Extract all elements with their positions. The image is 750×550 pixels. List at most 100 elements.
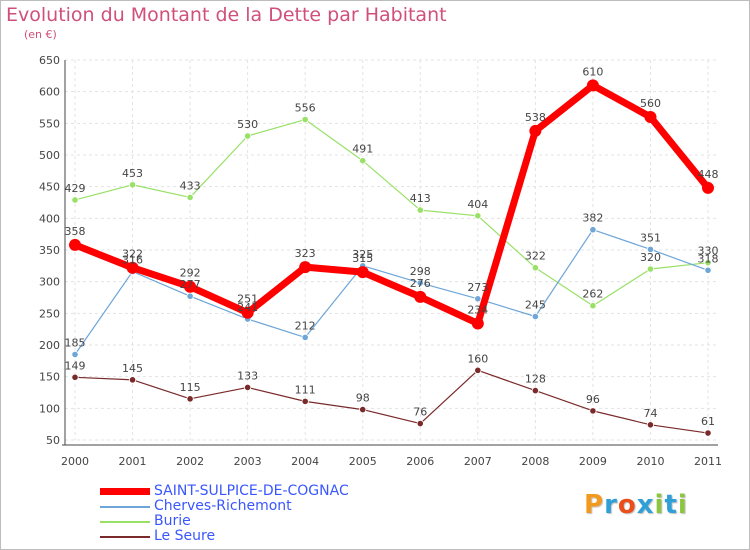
data-label: 241 xyxy=(237,301,258,314)
data-label: 298 xyxy=(410,265,431,278)
data-label: 358 xyxy=(65,225,86,238)
data-label: 96 xyxy=(586,393,600,406)
y-tick-label: 350 xyxy=(39,244,60,257)
grid xyxy=(65,59,718,441)
data-label: 330 xyxy=(698,245,719,258)
data-label: 76 xyxy=(413,406,427,419)
data-label: 318 xyxy=(698,252,719,265)
legend-label: SAINT-SULPICE-DE-COGNAC xyxy=(154,483,349,499)
data-point xyxy=(126,261,139,274)
data-point xyxy=(186,292,194,300)
data-point xyxy=(128,181,137,189)
data-label: 115 xyxy=(180,381,201,394)
y-tick-label: 300 xyxy=(39,276,60,289)
data-point xyxy=(186,193,194,202)
data-point xyxy=(416,206,424,214)
data-label: 610 xyxy=(582,65,603,78)
x-tick-label: 2007 xyxy=(464,455,492,468)
data-point xyxy=(244,383,252,392)
x-tick-label: 2011 xyxy=(694,455,722,468)
series-line xyxy=(74,229,709,356)
data-point xyxy=(71,196,79,204)
x-tick-label: 2003 xyxy=(234,455,262,468)
data-label: 538 xyxy=(525,111,546,124)
data-label: 448 xyxy=(698,168,719,181)
data-label: 315 xyxy=(352,252,373,265)
data-point xyxy=(589,302,597,310)
chart-title: Evolution du Montant de la Dette par Hab… xyxy=(6,4,447,26)
data-label: 404 xyxy=(467,198,488,211)
data-point xyxy=(529,124,542,137)
data-label: 98 xyxy=(356,392,370,405)
legend-swatch xyxy=(100,488,150,495)
data-point xyxy=(359,157,367,165)
data-label: 185 xyxy=(65,337,86,350)
data-label: 530 xyxy=(237,118,258,131)
data-label: 325 xyxy=(352,248,373,261)
data-point xyxy=(531,312,539,321)
data-point xyxy=(704,429,712,437)
data-point xyxy=(646,265,655,273)
data-point xyxy=(301,115,309,124)
y-tick-label: 200 xyxy=(39,339,60,352)
data-label: 74 xyxy=(643,407,657,420)
legend-label: Le Seure xyxy=(154,528,216,544)
data-label: 277 xyxy=(180,278,201,291)
data-point xyxy=(531,264,539,272)
series-lines xyxy=(69,79,714,437)
y-tick-label: 500 xyxy=(39,149,60,162)
data-point xyxy=(69,238,81,251)
data-point xyxy=(414,290,427,303)
proxiti-logo: Proxiti xyxy=(584,490,688,520)
legend-swatch xyxy=(100,535,150,538)
series-line xyxy=(74,118,709,307)
legend-item: Le Seure xyxy=(100,529,349,544)
data-label: 262 xyxy=(582,288,603,301)
data-point xyxy=(359,405,367,414)
data-label: 160 xyxy=(467,352,488,365)
y-tick-label: 650 xyxy=(39,54,60,67)
data-label: 128 xyxy=(525,373,546,386)
chart-subtitle: (en €) xyxy=(24,28,57,41)
data-point xyxy=(586,79,599,92)
data-label: 322 xyxy=(525,250,546,263)
data-label: 276 xyxy=(410,277,431,290)
data-point xyxy=(531,386,539,395)
data-point xyxy=(474,295,482,303)
x-tick-label: 2001 xyxy=(119,455,147,468)
data-point xyxy=(244,132,252,140)
data-point xyxy=(702,181,714,194)
data-label: 556 xyxy=(295,102,316,115)
data-label: 145 xyxy=(122,362,143,375)
x-tick-label: 2005 xyxy=(349,455,377,468)
data-label: 251 xyxy=(237,293,258,306)
legend-item: Cherves-Richemont xyxy=(100,499,349,514)
data-point xyxy=(474,212,482,220)
data-label: 322 xyxy=(122,248,143,261)
data-label: 111 xyxy=(295,383,316,396)
data-label: 133 xyxy=(237,369,258,382)
legend-label: Burie xyxy=(154,513,191,529)
data-label: 234 xyxy=(467,303,488,316)
data-label: 560 xyxy=(640,97,661,110)
data-point xyxy=(704,259,712,267)
data-label: 453 xyxy=(122,167,143,180)
data-label: 491 xyxy=(352,143,373,156)
y-tick-label: 600 xyxy=(39,86,60,99)
legend-label: Cherves-Richemont xyxy=(154,498,292,514)
data-point xyxy=(301,397,309,405)
data-label: 149 xyxy=(65,359,86,372)
series-line xyxy=(74,369,709,434)
legend: SAINT-SULPICE-DE-COGNAC Cherves-Richemont… xyxy=(100,484,349,544)
x-tick-label: 2009 xyxy=(579,455,607,468)
y-tick-label: 400 xyxy=(39,212,60,225)
data-label: 433 xyxy=(180,179,201,192)
data-point xyxy=(644,111,657,123)
y-tick-label: 150 xyxy=(39,371,60,384)
legend-swatch xyxy=(100,520,150,523)
x-tick-label: 2008 xyxy=(521,455,549,468)
y-tick-label: 50 xyxy=(46,434,60,447)
data-point xyxy=(416,279,424,287)
data-point xyxy=(71,350,79,359)
data-point xyxy=(646,245,655,253)
